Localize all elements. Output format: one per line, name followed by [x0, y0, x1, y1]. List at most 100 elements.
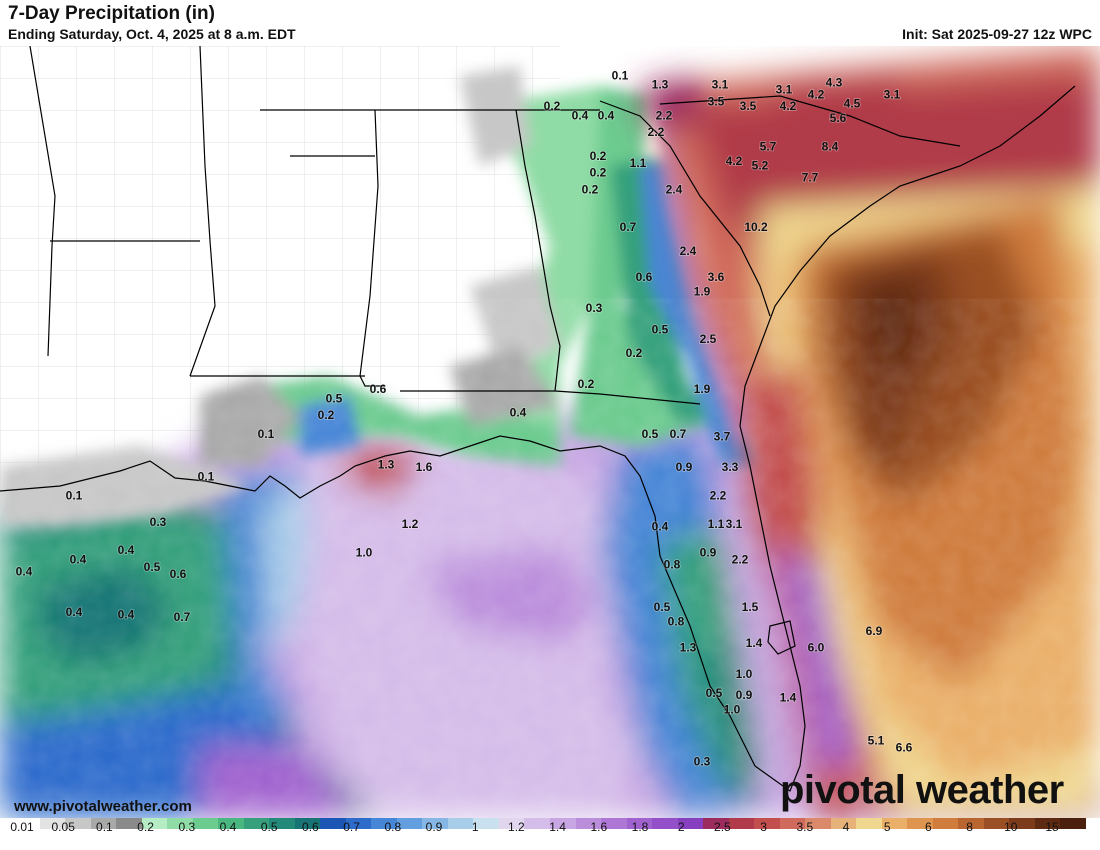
precip-value-label: 0.7	[670, 427, 687, 441]
legend-swatch	[575, 818, 602, 829]
legend-swatch	[422, 818, 449, 829]
legend-tick-label: 0.01	[10, 820, 34, 834]
legend-swatch	[626, 818, 653, 829]
legend-tick-label: 2	[677, 820, 685, 834]
legend-tick-label: 0.1	[96, 820, 113, 834]
legend-tick-label: 3	[760, 820, 767, 834]
precip-value-label: 0.4	[598, 109, 615, 123]
legend-swatch	[14, 818, 41, 829]
precip-value-label: 1.4	[746, 636, 763, 650]
precip-value-label: 0.4	[572, 109, 589, 123]
precip-value-label: 0.2	[582, 182, 599, 196]
legend-tick-label: 15	[1045, 820, 1059, 834]
legend-tick-label: 0.5	[260, 820, 278, 834]
legend-tick-label: 6	[925, 820, 932, 834]
state-line-al-ga	[515, 109, 561, 392]
precip-value-label: 3.1	[726, 517, 743, 531]
legend-swatch	[498, 818, 525, 829]
legend-tick-label: 1.8	[631, 820, 649, 834]
legend-swatch	[601, 818, 628, 829]
precip-value-label: 0.2	[590, 166, 607, 180]
precip-value-label: 0.4	[652, 520, 669, 534]
precip-value-label: 5.6	[830, 111, 847, 125]
legend-swatch	[550, 818, 577, 829]
website-credit: www.pivotalweather.com	[14, 798, 192, 815]
header: 7-Day Precipitation (in) Ending Saturday…	[0, 0, 1100, 46]
precip-value-label: 0.1	[258, 427, 275, 441]
precip-value-label: 0.9	[700, 546, 717, 560]
precip-value-label: 3.6	[708, 270, 725, 284]
precip-value-label: 2.4	[666, 182, 683, 196]
precip-value-label: 1.5	[742, 600, 759, 614]
precip-value-label: 1.3	[378, 458, 395, 472]
precip-value-label: 0.5	[652, 322, 669, 336]
precip-value-label: 1.4	[780, 691, 797, 705]
legend-swatch	[881, 818, 908, 829]
precip-value-labels: 0.11.3 3.1 3.14.34.2 3.13.5 3.5 4.2 4.50.20.4 0…	[15, 68, 914, 770]
legend-swatch	[830, 818, 857, 829]
legend-swatch	[269, 818, 296, 829]
precip-value-label: 0.3	[586, 301, 603, 315]
legend-tick-label: 2.5	[714, 820, 731, 834]
color-legend: 0.01 0.05 0.1 0.2 0.3 0.4 0.5 0.6 0.7 0.8 0.9 1 1.2 1…	[10, 818, 1087, 850]
legend-tick-label: 0.8	[384, 820, 402, 834]
precip-value-label: 1.9	[694, 284, 711, 298]
precip-value-label: 1.1	[708, 517, 725, 531]
legend-tick-label: 1	[471, 820, 479, 834]
legend-swatch	[116, 818, 143, 829]
state-line-la-tx	[29, 46, 56, 357]
precip-value-label: 8.4	[822, 140, 839, 154]
precip-value-label: 1.9	[694, 382, 711, 396]
precip-value-label: 0.1	[612, 68, 629, 82]
precip-value-label: 3.1	[712, 78, 729, 92]
precip-value-label: 3.7	[714, 429, 731, 443]
precip-value-label: 3.1	[884, 87, 901, 101]
legend-swatch	[65, 818, 92, 829]
precip-value-label: 0.1	[66, 489, 83, 503]
precip-value-label: 6.9	[866, 624, 883, 638]
legend-tick-label: 5	[883, 820, 891, 834]
legend-tick-label: 3.5	[796, 820, 814, 834]
precip-value-label: 2.2	[656, 109, 673, 123]
legend-swatch	[473, 818, 500, 829]
legend-tick-label: 4	[842, 820, 850, 834]
legend-swatch	[958, 818, 985, 829]
precip-value-label: 1.0	[724, 702, 741, 716]
precip-value-label: 0.3	[150, 515, 167, 529]
legend-tick-label: 0.4	[219, 820, 237, 834]
legend-tick-label: 8	[966, 820, 973, 834]
precip-value-label: 0.5	[706, 686, 723, 700]
precip-value-label: 0.4	[118, 543, 135, 557]
precip-value-label: 7.7	[802, 170, 819, 184]
legend-swatch	[907, 818, 934, 829]
precip-value-label: 0.1	[198, 470, 215, 484]
precip-value-label: 3.3	[722, 460, 739, 474]
legend-swatch	[524, 818, 551, 829]
lake-okeechobee	[767, 620, 796, 655]
legend-tick-label: 1.4	[549, 820, 566, 834]
state-line-la-ms	[190, 155, 375, 377]
precip-value-label: 1.0	[736, 667, 753, 681]
precip-shading	[0, 46, 1100, 818]
precipitation-map: 0.11.3 3.1 3.14.34.2 3.13.5 3.5 4.2 4.50.20.4 0…	[0, 46, 1100, 818]
state-line-al-fl	[400, 390, 701, 405]
precip-value-label: 0.4	[70, 553, 87, 567]
legend-swatch	[779, 818, 806, 829]
legend-swatch	[345, 818, 372, 829]
precip-value-label: 0.5	[144, 560, 161, 574]
precip-value-label: 0.4	[510, 406, 527, 420]
legend-tick-label: 1.6	[590, 820, 608, 834]
precip-value-label: 1.3	[680, 641, 697, 655]
brand-logo: pivotal weather	[780, 768, 1064, 812]
precip-value-label: 2.5	[700, 332, 717, 346]
legend-swatch	[932, 818, 959, 829]
legend-tick-label: 0.2	[137, 820, 154, 834]
state-line-ms-al	[359, 109, 385, 387]
precip-value-label: 0.6	[170, 567, 187, 581]
legend-swatch	[805, 818, 832, 829]
precip-value-label: 2.2	[710, 489, 727, 503]
boundaries	[0, 46, 1076, 792]
precip-value-label: 0.2	[544, 99, 561, 113]
legend-tick-label: 0.6	[302, 820, 319, 834]
legend-swatch	[856, 818, 883, 829]
